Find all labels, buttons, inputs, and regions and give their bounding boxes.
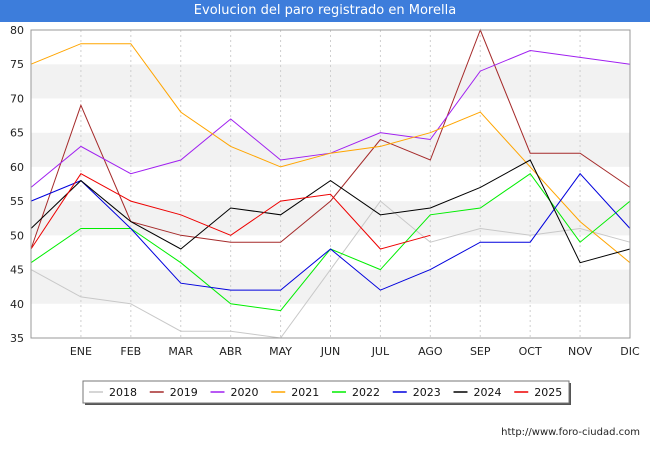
series-line-2021 — [30, 43, 631, 264]
chart-title: Evolucion del paro registrado en Morella — [193, 3, 457, 18]
legend-label-2019: 2019 — [170, 386, 198, 399]
y-axis-ticks: 35 40 45 50 55 60 65 70 75 80 — [10, 24, 24, 345]
legend-label-2022: 2022 — [352, 386, 380, 399]
series-line-2025 — [30, 173, 431, 250]
legend-label-2021: 2021 — [291, 386, 319, 399]
legend-box — [82, 380, 570, 404]
plot-frame — [30, 29, 631, 339]
x-tick-label: NOV — [568, 345, 593, 358]
series-line-2023 — [30, 172, 631, 291]
vertical-gridlines — [80, 30, 581, 338]
y-tick-label: 45 — [10, 264, 24, 277]
x-tick-label: AGO — [418, 345, 443, 358]
y-tick-label: 60 — [10, 161, 24, 174]
legend-label-2023: 2023 — [413, 386, 441, 399]
x-tick-label: DIC — [620, 345, 640, 358]
legend-label-2020: 2020 — [231, 386, 259, 399]
x-tick-label: JUN — [320, 345, 341, 358]
title-bar — [0, 0, 650, 22]
y-tick-label: 80 — [10, 24, 24, 37]
y-tick-label: 35 — [10, 332, 24, 345]
legend-label-2024: 2024 — [474, 386, 502, 399]
x-tick-label: ENE — [70, 345, 92, 358]
y-tick-label: 75 — [10, 58, 24, 71]
y-tick-label: 55 — [10, 195, 24, 208]
y-tick-label: 40 — [10, 298, 24, 311]
series-line-2018 — [30, 200, 631, 339]
legend-label-2025: 2025 — [534, 386, 562, 399]
x-tick-label: JUL — [371, 345, 390, 358]
y-tick-label: 70 — [10, 92, 24, 105]
x-axis-ticks: ENE FEB MAR ABR MAY JUN JUL AGO SEP OCT NOV DIC — [70, 345, 640, 358]
x-tick-label: MAY — [269, 345, 292, 358]
legend: 2018 2019 2020 2021 2022 2023 2024 2025 — [82, 380, 571, 405]
source-link[interactable]: http://www.foro-ciudad.com — [501, 427, 640, 438]
y-tick-label: 65 — [10, 127, 24, 140]
series-lines — [30, 28, 631, 339]
series-line-2024 — [30, 159, 631, 264]
y-tick-label: 50 — [10, 229, 24, 242]
x-tick-label: SEP — [470, 345, 491, 358]
x-tick-label: MAR — [168, 345, 193, 358]
x-tick-label: FEB — [120, 345, 141, 358]
x-tick-label: OCT — [519, 345, 542, 358]
x-tick-label: ABR — [219, 345, 242, 358]
legend-label-2018: 2018 — [109, 386, 137, 399]
